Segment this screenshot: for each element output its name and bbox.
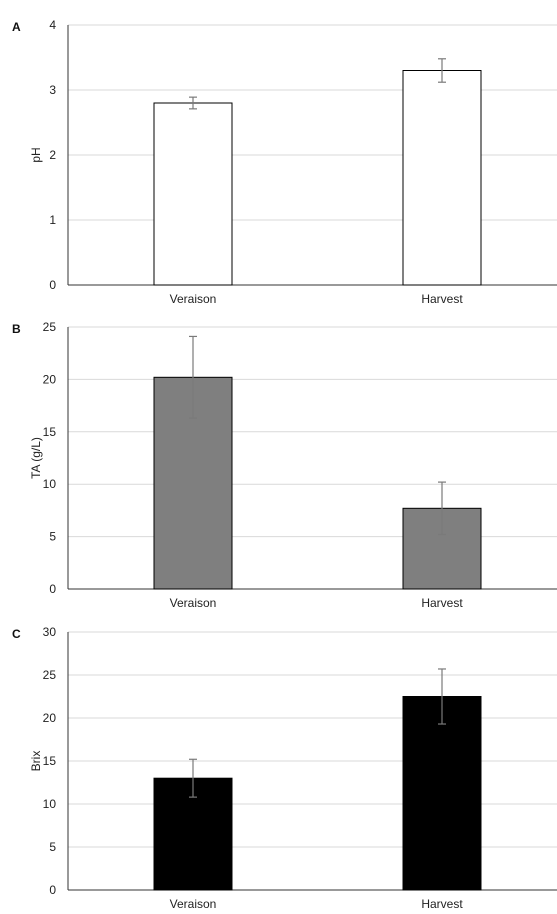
bar-veraison xyxy=(153,102,233,286)
x-tick-label: Harvest xyxy=(421,292,463,306)
x-tick-label: Veraison xyxy=(170,292,217,306)
panel-c: 0 5 10 15 20 25 30 C Brix Veraison Harvest xyxy=(12,625,557,911)
x-tick-label: Harvest xyxy=(421,596,463,610)
x-tick-label: Harvest xyxy=(421,897,463,911)
y-tick-label: 25 xyxy=(43,320,57,334)
bar-harvest xyxy=(402,696,482,891)
panel-b: 0 5 10 15 20 25 B TA (g/L) Veraison Harvest xyxy=(12,320,557,610)
y-tick-label: 10 xyxy=(43,477,57,491)
y-tick-label: 20 xyxy=(43,711,57,725)
y-tick-label: 4 xyxy=(49,18,56,32)
y-tick-label: 3 xyxy=(49,83,56,97)
y-tick-label: 30 xyxy=(43,625,57,639)
y-tick-label: 5 xyxy=(49,840,56,854)
panel-letter: B xyxy=(12,322,21,336)
y-axis-label: pH xyxy=(29,147,43,162)
y-tick-label: 20 xyxy=(43,372,57,386)
y-tick-label: 15 xyxy=(43,754,57,768)
panel-letter: C xyxy=(12,627,21,641)
x-tick-label: Veraison xyxy=(170,596,217,610)
y-tick-label: 15 xyxy=(43,425,57,439)
y-axis-label: Brix xyxy=(29,751,43,772)
y-tick-label: 1 xyxy=(49,213,56,227)
y-tick-label: 0 xyxy=(49,582,56,596)
y-tick-label: 10 xyxy=(43,797,57,811)
y-tick-label: 0 xyxy=(49,278,56,292)
y-tick-label: 2 xyxy=(49,148,56,162)
panel-a: 0 1 2 3 4 ApH Veraison Harvest xyxy=(12,18,557,306)
bar-harvest xyxy=(402,70,482,286)
y-axis-label: TA (g/L) xyxy=(29,437,43,479)
panel-letter: A xyxy=(12,20,21,34)
x-tick-label: Veraison xyxy=(170,897,217,911)
y-tick-label: 5 xyxy=(49,530,56,544)
y-tick-label: 0 xyxy=(49,883,56,897)
y-tick-label: 25 xyxy=(43,668,57,682)
